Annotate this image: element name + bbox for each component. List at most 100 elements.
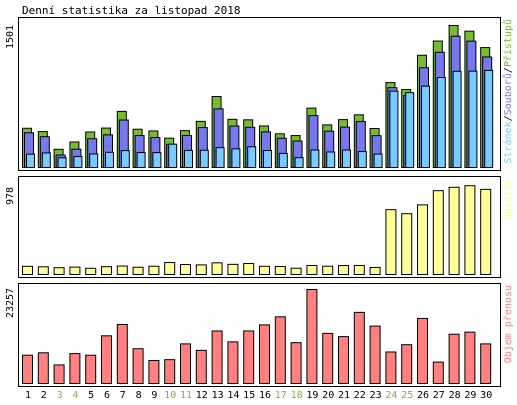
bar-stranek-day-25: [405, 92, 415, 168]
bar-objem-day-26: [417, 317, 428, 385]
y-axis-max-label: 23257: [5, 288, 16, 318]
bar-objem-day-1: [22, 354, 33, 384]
bar-navstev-day-16: [259, 265, 270, 275]
bar-stranek-day-19: [310, 149, 320, 169]
bar-stranek-day-24: [389, 90, 399, 168]
bar-navstev-day-14: [227, 263, 239, 275]
bar-stranek-day-3: [57, 157, 67, 168]
bar-objem-day-19: [306, 289, 318, 384]
x-tick-label: 17: [275, 390, 287, 401]
bar-objem-day-8: [132, 348, 144, 384]
bar-navstev-day-13: [211, 262, 223, 276]
x-tick-label: 12: [196, 390, 208, 401]
bar-objem-day-13: [211, 330, 223, 384]
legend-separator: /: [503, 67, 514, 73]
x-tick-label: 18: [291, 390, 303, 401]
legend-entry: Návštěv: [502, 178, 514, 220]
x-tick-label: 7: [120, 390, 126, 401]
x-tick-label: 28: [449, 390, 461, 401]
bar-objem-day-22: [353, 311, 365, 385]
bar-objem-day-14: [227, 341, 239, 385]
bar-navstev-day-30: [480, 188, 492, 276]
bar-navstev-day-20: [322, 265, 334, 276]
bar-objem-day-4: [69, 353, 81, 385]
bar-objem-day-27: [432, 361, 444, 384]
x-tick-label: 6: [104, 390, 110, 401]
x-tick-label: 30: [480, 390, 492, 401]
bar-stranek-day-6: [105, 151, 114, 168]
bar-stranek-day-26: [421, 85, 430, 168]
x-tick-label: 20: [322, 390, 334, 401]
bar-objem-day-23: [369, 325, 381, 385]
bar-stranek-day-7: [120, 150, 130, 168]
bar-objem-day-25: [401, 344, 413, 385]
x-tick-label: 23: [370, 390, 382, 401]
bar-objem-day-16: [259, 324, 270, 384]
x-tick-label: 25: [401, 390, 413, 401]
bar-stranek-day-20: [326, 151, 336, 168]
x-axis-tick-labels: 1 2 3 4 5 6 7 8 9 10 11 12 13 14 15 16 17 18 19 20 21 22 23 24 2…: [25, 390, 492, 401]
y-axis-max-label: 1501: [5, 25, 16, 49]
legend-entry: Souborů: [502, 73, 514, 115]
series-navstev: [22, 185, 492, 276]
x-tick-label: 2: [41, 390, 47, 401]
bar-objem-day-5: [85, 354, 97, 384]
legend: Návštěv: [502, 178, 514, 220]
bar-navstev-day-29: [464, 185, 476, 275]
bar-navstev-day-9: [148, 265, 160, 276]
bar-navstev-day-22: [353, 264, 365, 276]
bar-objem-day-9: [148, 359, 160, 384]
x-tick-label: 9: [151, 390, 157, 401]
bar-stranek-day-22: [357, 151, 367, 168]
bar-objem-day-7: [116, 323, 128, 384]
x-tick-label: 26: [417, 390, 429, 401]
bar-objem-day-6: [101, 335, 112, 384]
bar-stranek-day-14: [231, 148, 241, 169]
bar-stranek-day-13: [215, 147, 225, 168]
bar-stranek-day-1: [26, 153, 35, 168]
bar-stranek-day-16: [263, 150, 272, 168]
bar-objem-day-11: [180, 343, 191, 384]
bar-objem-day-3: [53, 364, 65, 384]
bar-objem-day-28: [448, 333, 460, 385]
bar-objem-day-29: [464, 331, 476, 385]
bar-objem-day-10: [164, 359, 176, 384]
bar-navstev-day-3: [53, 267, 65, 275]
bar-objem-day-20: [322, 332, 334, 384]
bar-navstev-day-25: [401, 213, 413, 275]
bar-stranek-day-5: [89, 153, 99, 169]
bar-navstev-day-18: [290, 267, 302, 275]
bar-stranek-day-2: [41, 152, 51, 169]
bar-navstev-day-15: [243, 262, 255, 276]
bar-stranek-day-17: [278, 152, 288, 168]
bar-stranek-day-27: [436, 77, 446, 168]
legend: Stránek/Souborů/Přístupů: [502, 19, 514, 164]
x-tick-label: 8: [136, 390, 142, 401]
bar-navstev-day-24: [385, 209, 397, 275]
bar-objem-day-30: [480, 343, 492, 384]
bar-objem-day-21: [338, 336, 349, 385]
x-tick-label: 10: [164, 390, 176, 401]
x-tick-label: 22: [354, 390, 366, 401]
legend-entry: Objem přenosu: [502, 285, 514, 363]
series-stranek: [26, 69, 494, 169]
bar-stranek-day-8: [136, 152, 146, 169]
bar-stranek-day-9: [152, 152, 162, 168]
bar-navstev-day-1: [22, 265, 33, 275]
bar-objem-day-2: [37, 352, 49, 385]
bar-navstev-day-17: [274, 266, 286, 275]
bar-objem-day-17: [274, 316, 286, 384]
bar-navstev-day-6: [101, 266, 112, 276]
panel-frame: [18, 176, 501, 278]
bar-navstev-day-26: [417, 204, 428, 275]
bar-objem-day-18: [290, 342, 302, 385]
chart-title: Denní statistika za listopad 2018: [22, 4, 241, 17]
bar-stranek-day-15: [247, 146, 257, 169]
bar-navstev-day-12: [195, 264, 207, 275]
legend-entry: Stránek: [502, 121, 514, 163]
bar-objem-day-24: [385, 351, 397, 384]
x-tick-label: 1: [25, 390, 31, 401]
bar-navstev-day-5: [85, 267, 97, 276]
bar-stranek-day-30: [484, 69, 494, 168]
